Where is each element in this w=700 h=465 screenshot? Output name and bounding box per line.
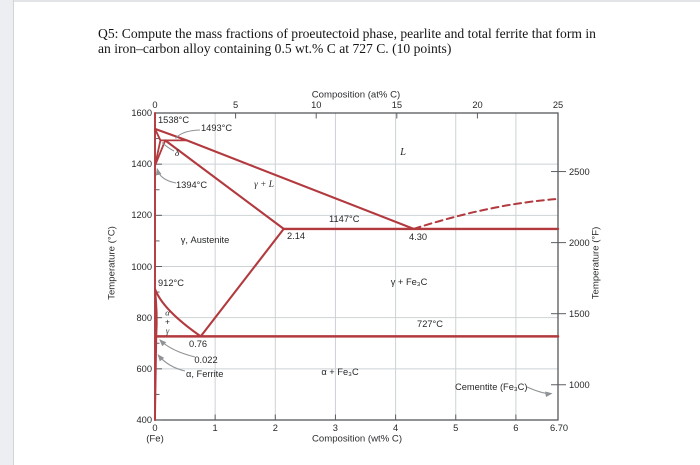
label-912C: 912°C	[158, 277, 184, 288]
phase-boundary-a3	[153, 287, 202, 338]
tick-label-top-25: 25	[552, 99, 564, 110]
right-axis-title: Temperature (°F)	[590, 226, 602, 300]
label-liquid-region: L	[400, 147, 406, 159]
label-1538C: 1538°C	[158, 114, 190, 125]
tick-label-x-4: 4	[393, 422, 399, 433]
tick-label-c-1200: 1200	[131, 210, 152, 221]
label-727C: 727°C	[417, 318, 443, 329]
question-line-1: Q5: Compute the mass fractions of proeut…	[98, 26, 596, 41]
left-axis-title: Temperature (°C)	[106, 226, 118, 300]
tick-label-c-1400: 1400	[131, 159, 152, 170]
leader-1394C	[155, 167, 177, 184]
tick-label-c-400: 400	[136, 414, 152, 425]
label-0.022: 0.022	[194, 354, 218, 365]
tick-label-x-670: 6.70	[549, 422, 569, 433]
phase-boundary-gamma-solidus	[164, 139, 285, 230]
label-0.76: 0.76	[188, 338, 208, 349]
leader-ferrite	[157, 354, 186, 372]
tick-label-x-6: 6	[513, 422, 519, 433]
tick-label-top-10: 10	[311, 99, 322, 110]
tick-label-x-3: 3	[332, 422, 338, 433]
tick-label-f-2500: 2500	[569, 166, 590, 177]
label-1394C: 1394°C	[176, 179, 208, 190]
label-1147C: 1147°C	[329, 213, 360, 224]
tick-label-top-0: 0	[152, 99, 158, 110]
tick-label-x-0: 0	[152, 422, 158, 433]
question-text: Q5: Compute the mass fractions of proeut…	[98, 26, 618, 56]
tick-label-top-20: 20	[472, 99, 483, 110]
fe-origin-label: (Fe)	[146, 433, 164, 445]
bottom-axis-title: Composition (wt% C)	[311, 433, 403, 445]
tick-label-x-5: 5	[453, 422, 459, 433]
label-alpha-gamma-stack-plus: +	[165, 316, 170, 327]
tick-label-c-800: 800	[136, 312, 152, 323]
tick-label-x-2: 2	[272, 422, 278, 433]
tick-label-c-1600: 1600	[131, 107, 152, 118]
tick-label-top-5: 5	[233, 99, 239, 110]
leader-cementite	[526, 386, 553, 398]
page-top-edge	[0, 0, 700, 2]
label-1493C: 1493°C	[201, 122, 233, 133]
tick-label-c-1000: 1000	[131, 261, 152, 272]
tick-label-x-1: 1	[212, 422, 218, 433]
label-2.14: 2.14	[287, 230, 306, 241]
label-delta-phase: δ	[174, 148, 180, 159]
tick-label-f-1000: 1000	[569, 379, 590, 390]
phase-boundary-acm	[199, 227, 285, 338]
label-alpha-fe3c-region: α + Fe₃C	[321, 366, 359, 377]
phase-boundary-liquidus-cementite	[412, 197, 559, 230]
page-left-margin	[0, 0, 14, 465]
leader-1493C	[175, 129, 201, 139]
label-alpha-gamma-stack-gamma: γ	[165, 325, 170, 336]
tick-label-top-15: 15	[391, 99, 403, 110]
label-alpha-gamma-stack-alpha: α	[165, 307, 170, 318]
tick-label-f-1500: 1500	[569, 308, 590, 319]
leader-0.022	[159, 339, 196, 358]
label-gamma-plus-liquid-region: γ + L	[254, 179, 274, 190]
label-4.30: 4.30	[408, 231, 428, 242]
leader-delta	[161, 142, 175, 152]
phase-boundary-liquidus	[153, 127, 415, 230]
phase-boundary-delta-gamma-lower	[154, 139, 167, 167]
tick-label-c-600: 600	[136, 363, 152, 374]
label-cementite: Cementite (Fe₃C)	[455, 381, 528, 392]
tick-label-f-2000: 2000	[569, 237, 590, 248]
question-line-2: an iron–carbon alloy containing 0.5 wt.%…	[98, 41, 452, 57]
top-axis-title: Composition (at% C)	[311, 89, 401, 101]
label-ferrite-region: α, Ferrite	[186, 368, 224, 379]
label-austenite-region: γ, Austenite	[180, 234, 230, 245]
label-gamma-fe3c-region: γ + Fe₃C	[390, 276, 428, 287]
